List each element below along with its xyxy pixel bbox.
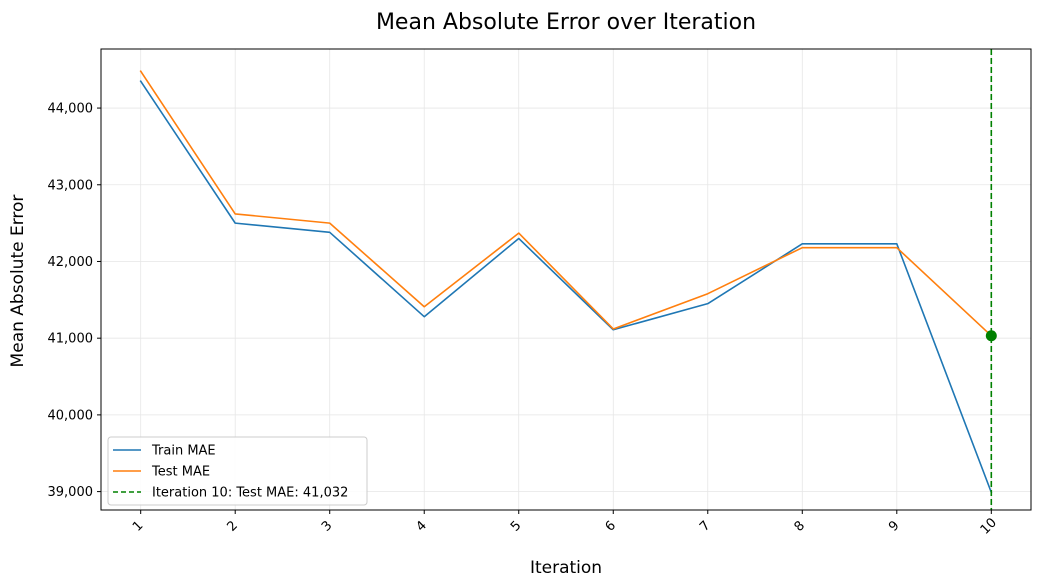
- x-tick-label: 7: [697, 518, 713, 534]
- plot-frame: [100, 48, 1032, 511]
- x-tick-label: 10: [978, 515, 1000, 537]
- series-line-train-mae: [139, 80, 993, 494]
- series-line-test-mae: [139, 70, 993, 337]
- y-tick-label: 43,000: [48, 178, 94, 193]
- x-tick-label: 8: [792, 518, 808, 534]
- y-tick-label: 42,000: [48, 255, 94, 270]
- x-tick-label: 5: [508, 518, 524, 534]
- x-tick-label: 1: [130, 518, 146, 534]
- legend: Train MAE Test MAE Iteration 10: Test MAE:…: [107, 436, 368, 506]
- legend-box: [107, 436, 368, 506]
- x-tick-label: 2: [225, 518, 241, 534]
- y-tick-label: 40,000: [48, 408, 94, 423]
- marker-point: [985, 330, 997, 342]
- legend-label: Iteration 10: Test MAE: 41,032: [152, 486, 348, 501]
- plot-area: [139, 49, 997, 510]
- chart-title: Mean Absolute Error over Iteration: [376, 10, 756, 35]
- y-axis-label: Mean Absolute Error: [8, 195, 28, 368]
- y-tick-label: 39,000: [48, 485, 94, 500]
- x-tick-label: 3: [319, 518, 335, 534]
- y-tick-label: 41,000: [48, 332, 94, 347]
- x-axis-label: Iteration: [530, 558, 602, 578]
- y-tick-label: 44,000: [48, 102, 94, 117]
- legend-label: Train MAE: [151, 444, 216, 459]
- x-tick-label: 9: [886, 518, 902, 534]
- x-tick-label: 6: [603, 518, 619, 534]
- x-tick-label: 4: [414, 518, 430, 534]
- legend-label: Test MAE: [151, 465, 210, 480]
